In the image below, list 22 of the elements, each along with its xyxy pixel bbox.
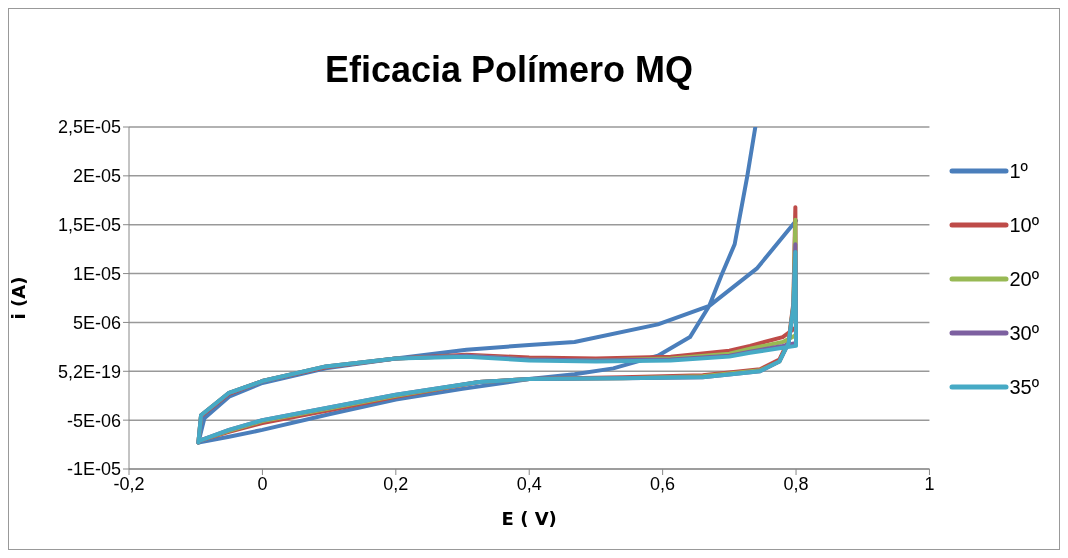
- x-tick-label: 0,4: [516, 473, 542, 494]
- legend-label: 30º: [1009, 321, 1039, 345]
- legend-label: 20º: [1009, 267, 1039, 291]
- x-tick-label: 0,2: [383, 473, 409, 494]
- x-tick-label: 1: [924, 473, 935, 494]
- y-tick-label: 2E-05: [72, 166, 121, 187]
- y-axis-title: i (A): [8, 276, 30, 320]
- y-tick-label: 1,5E-05: [57, 215, 121, 236]
- x-tick-label: 0,8: [783, 473, 809, 494]
- y-tick-label: 1E-05: [72, 263, 121, 284]
- y-tick-label: -5E-06: [66, 410, 121, 431]
- y-tick-label: 2,5E-05: [57, 117, 121, 138]
- y-tick-label: 5E-06: [72, 312, 121, 333]
- y-tick-label: 5,2E-19: [57, 361, 121, 382]
- legend-label: 1º: [1009, 159, 1028, 183]
- x-axis-title: E ( V): [501, 508, 557, 529]
- legend-label: 35º: [1009, 375, 1039, 399]
- x-tick-label: 0: [257, 473, 268, 494]
- x-tick-label: 0,6: [650, 473, 676, 494]
- legend-label: 10º: [1009, 213, 1039, 237]
- y-tick-label: -1E-05: [66, 459, 121, 480]
- chart-title: Eficacia Polímero MQ: [323, 49, 695, 91]
